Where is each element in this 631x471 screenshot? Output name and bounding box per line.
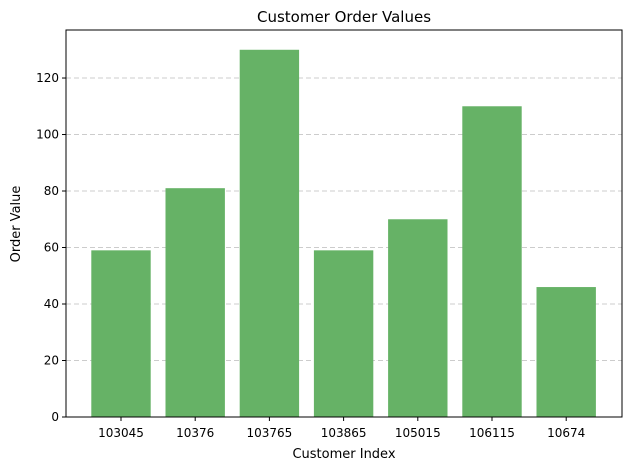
x-tick-label: 106115 <box>469 426 515 440</box>
y-tick-label: 100 <box>36 128 59 142</box>
y-tick-label: 0 <box>51 410 59 424</box>
bar <box>462 106 522 417</box>
chart-title: Customer Order Values <box>257 8 431 26</box>
bar <box>313 250 374 417</box>
y-tick-label: 20 <box>44 354 59 368</box>
y-tick-label: 120 <box>36 71 59 85</box>
y-axis-ticks: 0 20 40 60 80 100 120 <box>36 71 66 424</box>
y-axis-label: Order Value <box>9 186 24 263</box>
x-tick-label: 103045 <box>98 426 144 440</box>
x-tick-label: 10674 <box>547 426 585 440</box>
x-tick-label: 103865 <box>321 426 367 440</box>
y-tick-label: 60 <box>44 241 59 255</box>
bar <box>91 250 151 417</box>
y-gridlines <box>66 77 622 362</box>
bar <box>536 287 596 417</box>
x-tick-label: 10376 <box>176 426 214 440</box>
x-axis-ticks: 103045 10376 103765 103865 105015 106115 10674 <box>98 417 585 440</box>
y-tick-label: 40 <box>44 297 59 311</box>
x-tick-label: 105015 <box>395 426 441 440</box>
x-axis-label: Customer Index <box>292 447 395 462</box>
plot-frame <box>65 29 623 418</box>
bar <box>388 219 448 417</box>
y-tick-label: 80 <box>44 184 59 198</box>
bar <box>165 188 225 417</box>
x-tick-label: 103765 <box>246 426 292 440</box>
bar-series <box>91 49 596 418</box>
bar <box>239 49 300 418</box>
